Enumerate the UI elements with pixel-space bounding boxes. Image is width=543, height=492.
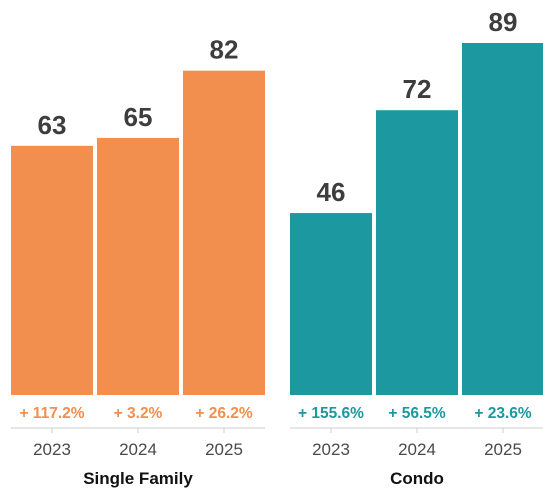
bar <box>290 213 372 395</box>
chart-groups: 63 + 117.2% 2023 65 + 3.2% 2024 82 + 26.2% 2025 S… <box>11 7 543 488</box>
bar <box>376 110 458 395</box>
bar-group-1: 46 + 155.6% 2023 72 + 56.5% 2024 89 + 23.6% 2025… <box>290 7 543 488</box>
x-tick-label: 2024 <box>398 440 436 459</box>
bar-value-label: 82 <box>210 35 239 65</box>
change-label: + 26.2% <box>195 405 253 422</box>
change-label: + 56.5% <box>388 405 446 422</box>
group-label: Condo <box>390 469 444 488</box>
x-tick-label: 2025 <box>205 440 243 459</box>
change-label: + 117.2% <box>19 405 84 422</box>
bar-value-label: 65 <box>124 102 153 132</box>
x-tick-label: 2023 <box>312 440 350 459</box>
x-tick-label: 2024 <box>119 440 157 459</box>
bar-value-label: 89 <box>489 7 518 37</box>
bar-value-label: 46 <box>317 177 346 207</box>
bar-group-0: 63 + 117.2% 2023 65 + 3.2% 2024 82 + 26.2% 2025 S… <box>11 35 265 488</box>
bar <box>462 43 543 395</box>
change-label: + 3.2% <box>114 405 163 422</box>
bar <box>183 70 265 395</box>
group-label: Single Family <box>83 469 193 488</box>
bar-value-label: 63 <box>38 110 67 140</box>
change-label: + 155.6% <box>298 405 364 422</box>
change-label: + 23.6% <box>474 405 532 422</box>
bar-value-label: 72 <box>403 74 432 104</box>
bar <box>11 145 93 395</box>
x-tick-label: 2023 <box>33 440 71 459</box>
bar <box>97 137 179 396</box>
x-tick-label: 2025 <box>484 440 522 459</box>
